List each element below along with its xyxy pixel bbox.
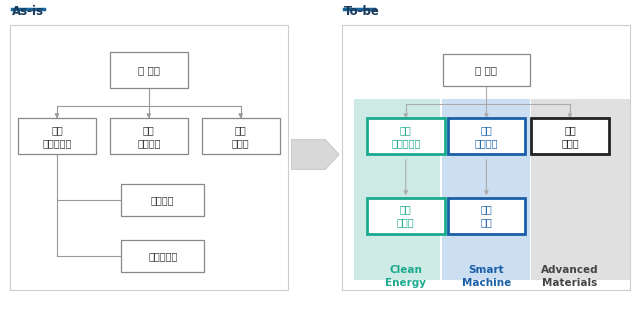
Text: 두산밥캇: 두산밥캇 (151, 195, 175, 205)
Text: Advanced
Materials: Advanced Materials (541, 265, 599, 288)
Text: Clean
Energy: Clean Energy (385, 265, 426, 288)
FancyBboxPatch shape (202, 118, 280, 154)
FancyBboxPatch shape (342, 25, 630, 290)
FancyBboxPatch shape (447, 198, 525, 234)
FancyBboxPatch shape (354, 99, 440, 280)
Text: As-is: As-is (12, 5, 44, 18)
FancyBboxPatch shape (110, 118, 188, 154)
FancyBboxPatch shape (447, 118, 525, 154)
FancyBboxPatch shape (531, 118, 609, 154)
Text: 두산
밥캇: 두산 밥캇 (481, 205, 492, 228)
Text: 두산
로보틱스: 두산 로보틱스 (137, 125, 161, 148)
Text: 두산
테스나: 두산 테스나 (561, 125, 579, 148)
FancyBboxPatch shape (110, 52, 188, 88)
FancyBboxPatch shape (367, 198, 445, 234)
Polygon shape (291, 140, 339, 169)
FancyBboxPatch shape (531, 99, 630, 280)
FancyBboxPatch shape (444, 54, 530, 86)
Text: 두산퓨엻셀: 두산퓨엻셀 (148, 251, 177, 261)
Text: 두산
에너빌리티: 두산 에너빌리티 (42, 125, 72, 148)
Text: 두산
에너빌리티: 두산 에너빌리티 (391, 125, 420, 148)
Text: ㎜ 두산: ㎜ 두산 (476, 65, 497, 75)
FancyBboxPatch shape (10, 25, 288, 290)
FancyBboxPatch shape (18, 118, 96, 154)
FancyBboxPatch shape (367, 118, 445, 154)
Text: 두산
로보틱스: 두산 로보틱스 (475, 125, 498, 148)
FancyBboxPatch shape (121, 184, 204, 216)
Text: ㎜ 두산: ㎜ 두산 (138, 65, 160, 75)
FancyBboxPatch shape (121, 240, 204, 272)
Text: Smart
Machine: Smart Machine (462, 265, 511, 288)
Text: 두산
퓨엻셀: 두산 퓨엻셀 (397, 205, 415, 228)
Text: To-be: To-be (344, 5, 380, 18)
Text: 두산
테스나: 두산 테스나 (232, 125, 250, 148)
FancyBboxPatch shape (442, 99, 530, 280)
